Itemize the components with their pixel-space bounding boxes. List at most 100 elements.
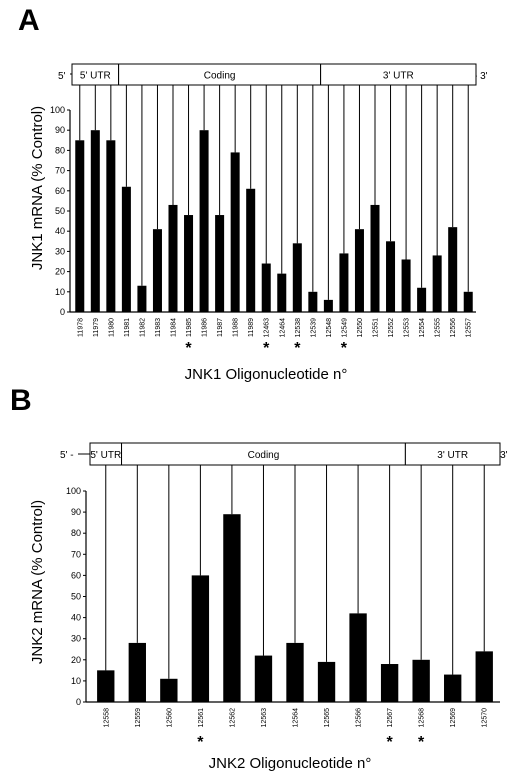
panel-b-region-label: Coding (248, 450, 280, 461)
panel-b-x-tick-label: 12565 (324, 708, 331, 728)
panel-a-bar (75, 140, 85, 312)
panel-a-x-tick-label: 11984 (171, 318, 178, 337)
panel-a-x-tick-label: 11981 (124, 318, 131, 337)
panel-a-x-tick-label: 11988 (233, 318, 240, 337)
panel-b-x-tick-label: 12570 (482, 708, 489, 728)
panel-b-y-tick-label: 40 (71, 613, 81, 623)
panel-a-y-tick-label: 50 (55, 206, 65, 216)
panel-a-region-label: Coding (204, 71, 236, 82)
panel-b-label: B (10, 384, 32, 417)
panel-a-bar (370, 204, 380, 312)
panel-a-x-tick-label: 11985 (186, 318, 193, 337)
panel-a-y-tick-label: 30 (55, 246, 65, 256)
panel-b-star-marker: * (197, 734, 204, 751)
panel-a-y-tick-label: 90 (55, 125, 65, 135)
panel-b-bar (97, 670, 115, 702)
panel-a-x-axis-title: JNK1 Oligonucleotide n° (185, 366, 348, 383)
panel-b-bar (475, 651, 493, 702)
panel-a-region-label: 5' UTR (80, 71, 111, 82)
panel-b-bar (317, 661, 336, 702)
panel-b-x-tick-label: 12560 (166, 708, 173, 728)
panel-a-bar (168, 204, 178, 312)
panel-a-bar (386, 241, 396, 312)
panel-a-bar (401, 259, 411, 312)
panel-a-bar (90, 130, 100, 312)
panel-b-bar (349, 613, 367, 702)
panel-a-x-tick-label: 12556 (450, 318, 457, 338)
panel-a-bar (199, 130, 209, 312)
panel-b-region-label: 3' UTR (437, 450, 468, 461)
panel-b-bar (191, 575, 210, 702)
panel-a-x-tick-label: 12553 (404, 318, 411, 338)
panel-a-bar (339, 253, 349, 312)
panel-a-x-tick-label: 12557 (466, 318, 473, 338)
panel-a-x-tick-label: 12554 (419, 318, 426, 338)
panel-a-star-marker: * (185, 340, 192, 357)
panel-a-y-axis-title: JNK1 mRNA (% Control) (29, 106, 46, 270)
panel-a-x-tick-label: 12464 (279, 318, 286, 338)
panel-a-star-marker: * (341, 340, 348, 357)
panel-a-bar (215, 215, 225, 312)
panel-a-bar (463, 291, 473, 312)
panel-a-region-label: 3' UTR (383, 71, 414, 82)
panel-a-three-prime-label: - 3' (474, 71, 488, 82)
panel-a-y-tick-label: 0 (60, 307, 65, 317)
panel-a-bar (106, 140, 116, 312)
panel-a-x-tick-label: 12548 (326, 318, 333, 338)
panel-a-bar (448, 227, 458, 312)
panel-b-bar (286, 642, 304, 702)
panel-b-x-tick-label: 12568 (419, 708, 426, 728)
panel-a-five-prime-label: 5' (58, 71, 66, 82)
panel-a-x-tick-label: 12538 (295, 318, 302, 338)
panel-b-y-axis-title: JNK2 mRNA (% Control) (29, 500, 46, 664)
panel-a-y-tick-label: 40 (55, 226, 65, 236)
panel-b-x-tick-label: 12561 (198, 708, 205, 728)
panel-a-star-marker: * (294, 340, 301, 357)
panel-a-bar (137, 285, 147, 312)
panel-b-chart: 0 10 20 30 40 50 60 70 80 90 100 5' UTR Coding 3' UTR… (66, 442, 501, 751)
panel-b-x-tick-label: 12558 (103, 708, 110, 728)
panel-a-x-tick-label: 11987 (217, 318, 224, 337)
panel-a-bar (277, 273, 287, 312)
panel-a-x-tick-label: 11978 (77, 318, 84, 337)
panel-b-region-label: 5' UTR (90, 450, 121, 461)
panel-a-x-tick-label: 11980 (108, 318, 115, 337)
panel-b-y-tick-label: 80 (71, 528, 81, 538)
panel-b-x-tick-label: 12563 (261, 708, 268, 728)
panel-b-x-tick-label: 12567 (387, 708, 394, 728)
panel-a-x-tick-label: 12551 (373, 318, 380, 338)
panel-b-y-tick-label: 60 (71, 570, 81, 580)
panel-a-y-tick-label: 100 (50, 105, 65, 115)
panel-b-three-prime-label: - 3' (494, 450, 508, 461)
panel-b-bar (160, 678, 178, 702)
panel-a-x-tick-label: 12549 (341, 318, 348, 338)
panel-b-x-tick-label: 12569 (450, 708, 457, 728)
panel-a-bar (417, 287, 427, 312)
panel-a-x-tick-label: 11986 (202, 318, 209, 337)
panel-a-chart: 0 10 20 30 40 50 60 70 80 90 100 5' UTR Coding 3' UTR… (50, 63, 477, 357)
panel-a-bar (432, 255, 442, 312)
panel-b-y-tick-label: 100 (66, 486, 81, 496)
panel-a-y-tick-label: 80 (55, 145, 65, 155)
panel-b-y-tick-label: 50 (71, 592, 81, 602)
panel-b-bar (128, 642, 146, 702)
panel-b-x-tick-label: 12566 (356, 708, 363, 728)
panel-b-bar (254, 655, 273, 702)
panel-a-y-tick-label: 60 (55, 186, 65, 196)
panel-b-bar (223, 514, 241, 702)
panel-a-bar (308, 291, 318, 312)
panel-b-x-axis-title: JNK2 Oligonucleotide n° (209, 755, 372, 772)
panel-a-x-tick-label: 12555 (435, 318, 442, 338)
panel-a-x-tick-label: 11989 (248, 318, 255, 337)
panel-a-x-tick-label: 11979 (93, 318, 100, 337)
panel-a-bar (354, 229, 364, 312)
panel-a-y-tick-label: 10 (55, 287, 65, 297)
panel-b-y-tick-label: 30 (71, 634, 81, 644)
panel-b-x-tick-label: 12559 (135, 708, 142, 728)
panel-a-y-tick-label: 20 (55, 267, 65, 277)
panel-b-star-marker: * (418, 734, 425, 751)
panel-a-region-box (320, 63, 477, 86)
panel-a-bar (323, 299, 333, 312)
panel-b-y-tick-label: 0 (76, 697, 81, 707)
